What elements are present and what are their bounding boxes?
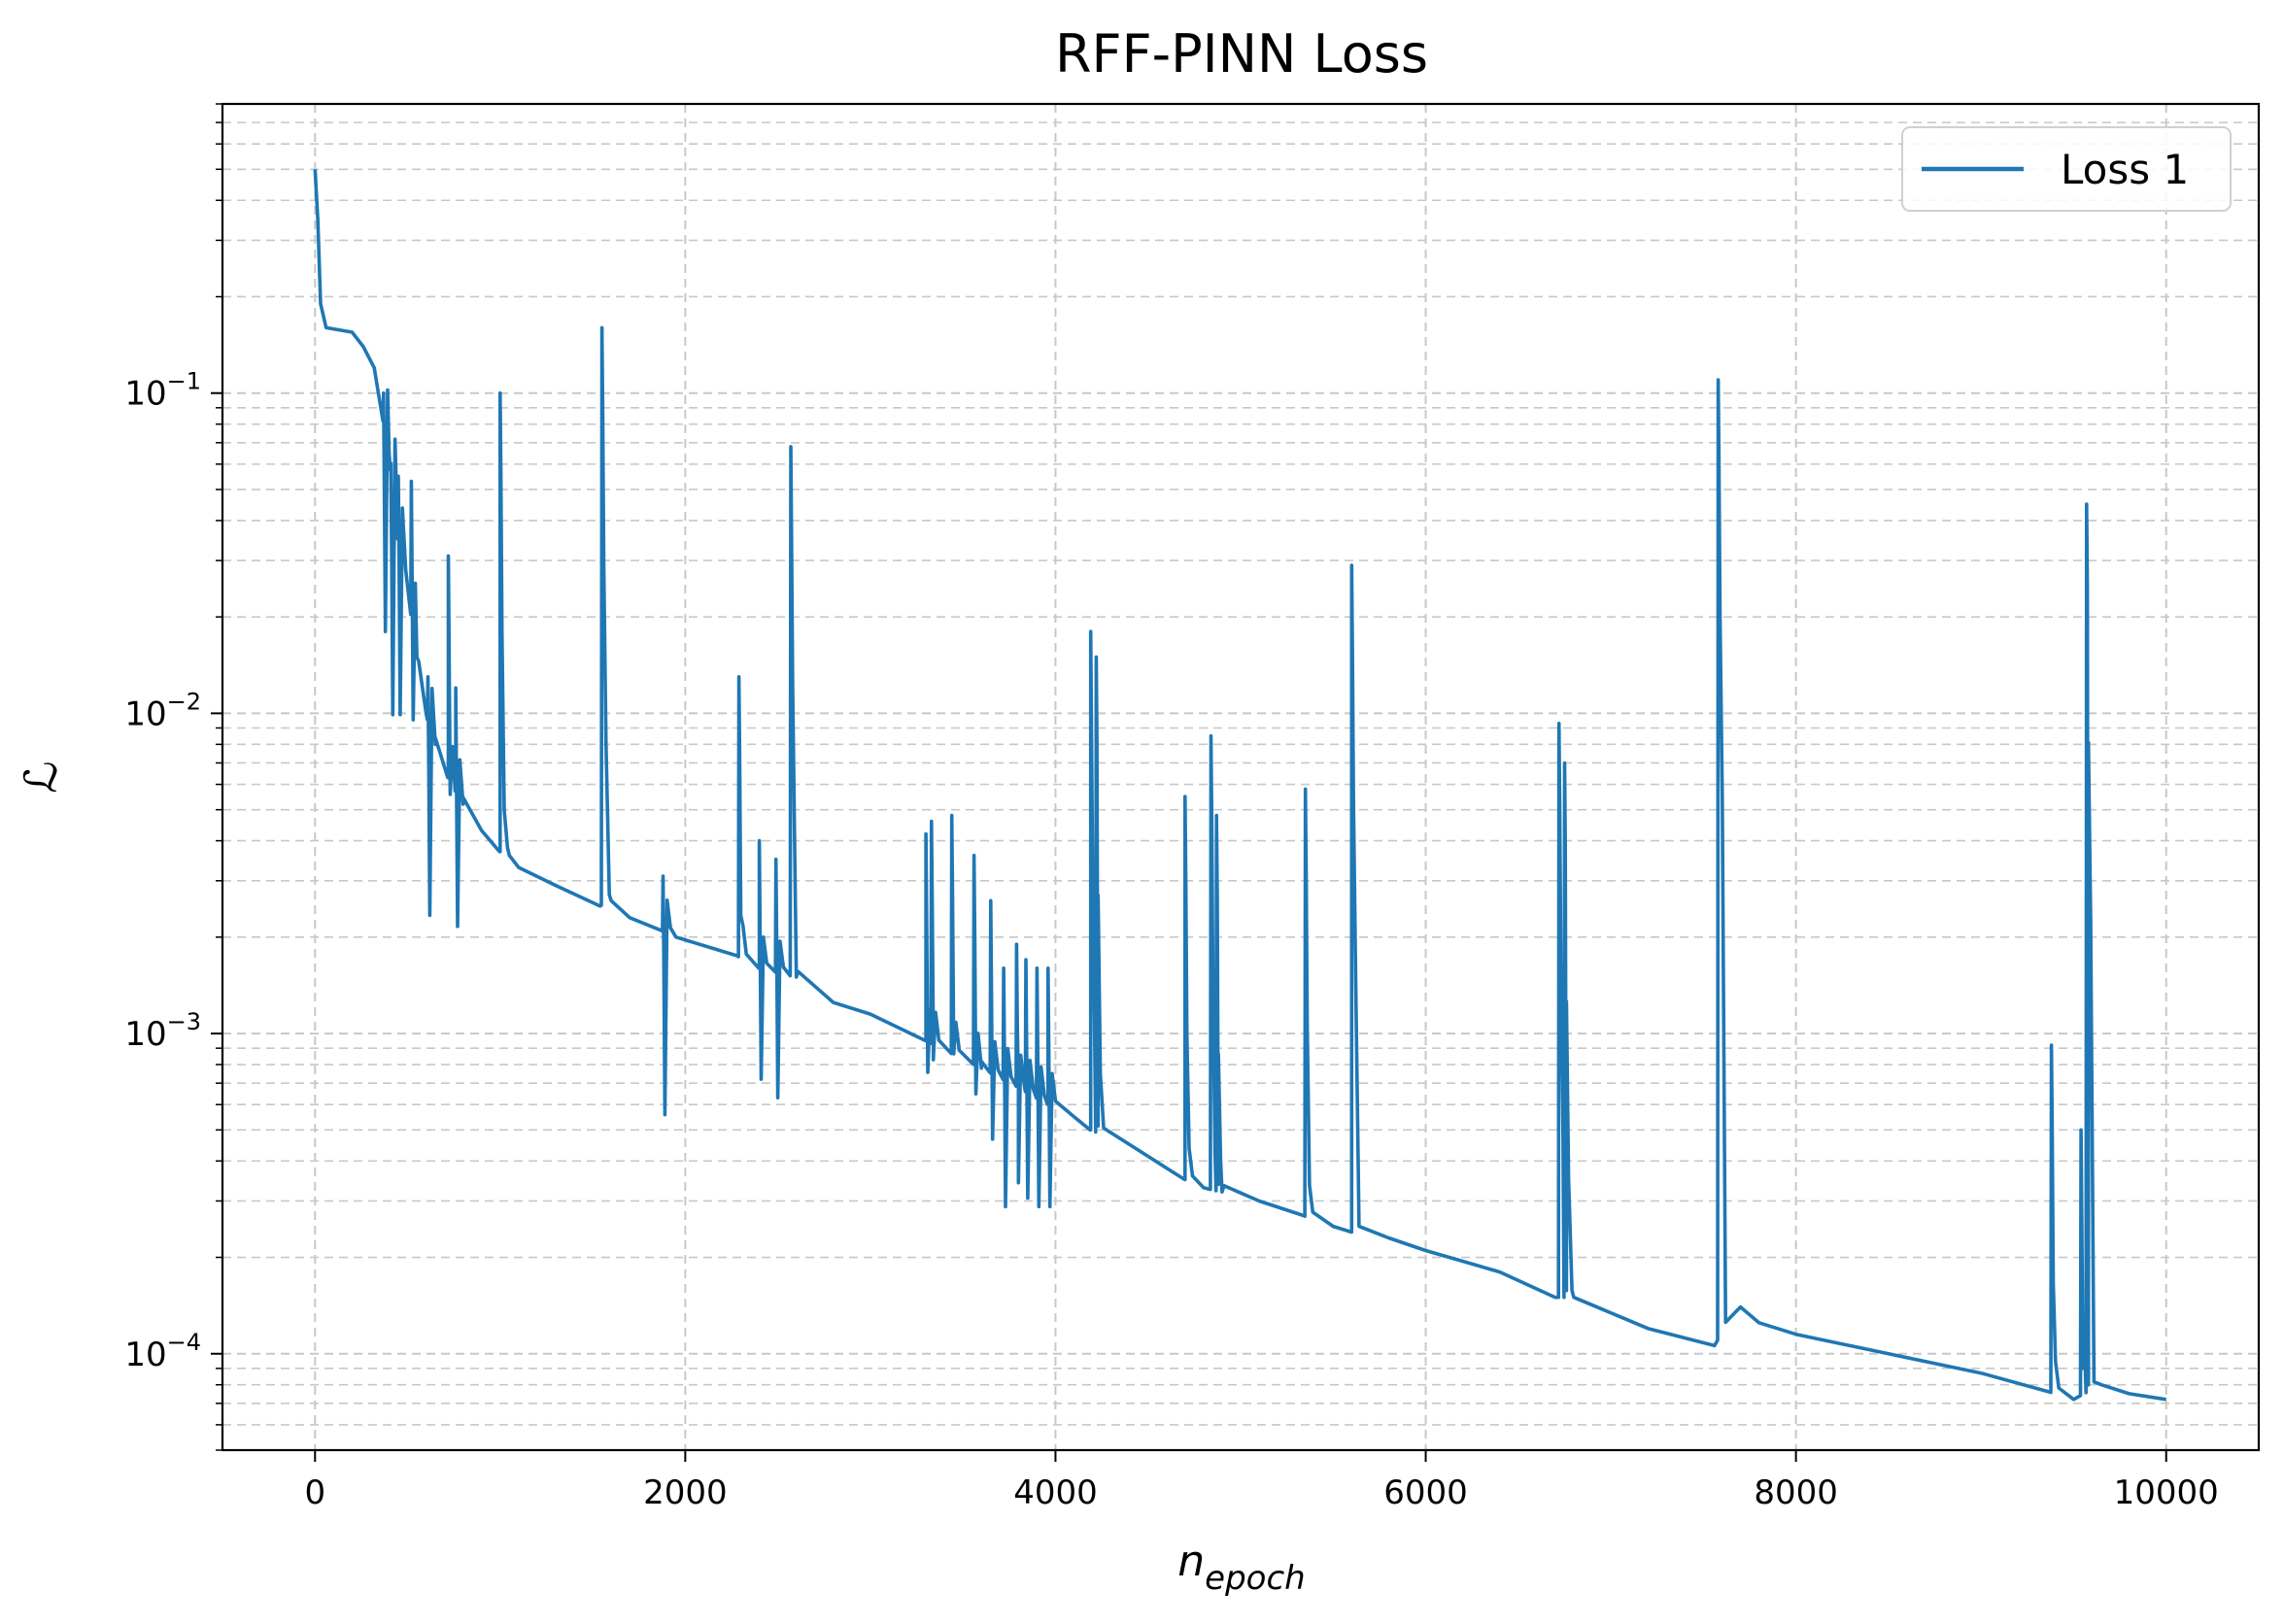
x-tick-label: 6000 xyxy=(1383,1473,1468,1512)
y-tick-label: 10−4 xyxy=(124,1329,201,1374)
legend-label-loss-1: Loss 1 xyxy=(2061,146,2189,193)
x-tick-label: 4000 xyxy=(1013,1473,1098,1512)
legend: Loss 1 xyxy=(1901,126,2232,212)
chart-title: RFF-PINN Loss xyxy=(1055,23,1428,85)
series-line-loss-1 xyxy=(313,169,2166,1402)
x-axis-label: nepoch xyxy=(1177,1537,1305,1598)
y-tick-label: 10−2 xyxy=(124,688,201,733)
x-tick-label: 0 xyxy=(304,1473,325,1512)
axis-ticks: 0 2000 4000 6000 8000 10000 10−1 10−2 10−3 10−4 xyxy=(124,103,2219,1512)
y-axis-label: ℒ xyxy=(15,761,67,793)
x-axis-label-subscript: epoch xyxy=(1205,1559,1306,1598)
y-tick-label: 10−3 xyxy=(124,1008,201,1054)
grid-lines xyxy=(222,103,2259,1451)
series-line-layer xyxy=(313,169,2166,1402)
legend-box xyxy=(1901,126,2232,212)
y-tick-label: 10−1 xyxy=(124,368,201,414)
plot-frame xyxy=(221,102,2261,1452)
x-tick-label: 10000 xyxy=(2114,1473,2219,1512)
x-tick-label: 2000 xyxy=(643,1473,728,1512)
x-tick-label: 8000 xyxy=(1754,1473,1838,1512)
x-axis-label-base: n xyxy=(1177,1537,1205,1586)
